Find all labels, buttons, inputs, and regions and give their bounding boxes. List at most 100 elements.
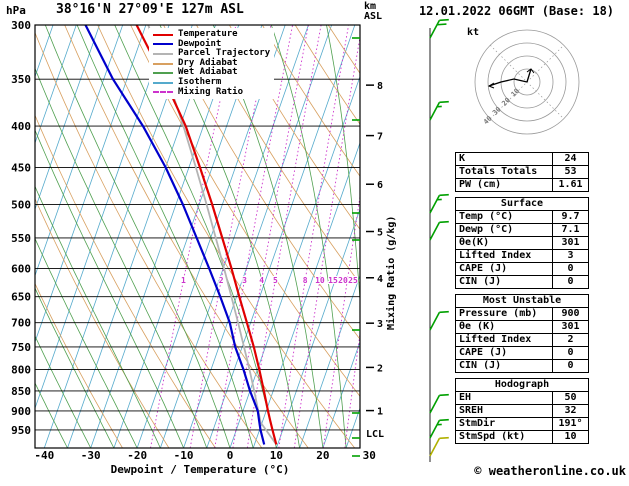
stats-section-title: Surface bbox=[455, 197, 589, 211]
legend-item: Wet Adiabat bbox=[153, 68, 270, 78]
stat-value: 0 bbox=[552, 275, 589, 289]
stat-value: 9.7 bbox=[552, 210, 589, 224]
mixing-ratio-value: 1 bbox=[181, 276, 186, 285]
dry-adiabat-line bbox=[592, 25, 629, 448]
stats-section-title: Most Unstable bbox=[455, 294, 589, 308]
pressure-tick-label: 900 bbox=[11, 405, 31, 418]
dewpoint-curve bbox=[84, 25, 266, 445]
isotherm-line bbox=[229, 75, 360, 448]
pressure-tick-label: 850 bbox=[11, 385, 31, 398]
legend-item: Dry Adiabat bbox=[153, 58, 270, 69]
mixing-ratio-line-swatch bbox=[153, 91, 173, 94]
plot-border bbox=[34, 24, 361, 449]
stat-value: 0 bbox=[552, 346, 589, 360]
hodograph-ring-label: 10 bbox=[510, 87, 522, 99]
dry-adiabat-line bbox=[261, 25, 360, 177]
stats-row: CAPE (J) 0 bbox=[455, 262, 589, 276]
isotherm-line bbox=[35, 25, 170, 410]
storm-motion-arrowhead bbox=[526, 68, 535, 74]
stat-label: CIN (J) bbox=[455, 275, 553, 289]
mixing-ratio-value: 4 bbox=[259, 276, 264, 285]
legend-item-label: Dewpoint bbox=[178, 38, 222, 49]
altitude-axis-km: km bbox=[364, 1, 377, 12]
isotherm-line-swatch bbox=[153, 81, 173, 84]
stat-value: 1.61 bbox=[552, 178, 589, 192]
temp-tick-label: -10 bbox=[174, 449, 194, 462]
stat-label: CIN (J) bbox=[455, 359, 553, 373]
stat-label: Totals Totals bbox=[455, 165, 553, 179]
hodograph-ring bbox=[513, 68, 541, 96]
mixing-ratio-line bbox=[344, 330, 360, 448]
legend-item: Mixing Ratio bbox=[153, 86, 270, 98]
isotherm-line bbox=[299, 274, 360, 448]
isotherm-line bbox=[35, 25, 77, 145]
pressure-tick-label: 650 bbox=[11, 291, 31, 304]
pressure-tick-label: 800 bbox=[11, 364, 31, 377]
hodograph-ring-label: 20 bbox=[500, 96, 512, 108]
pressure-unit-label: hPa bbox=[6, 4, 26, 17]
stats-row: Totals Totals 53 bbox=[455, 165, 589, 179]
storm-motion-arrow bbox=[526, 68, 532, 83]
mixing-ratio-axis-title: Mixing Ratio (g/kg) bbox=[386, 215, 397, 330]
pressure-tick-label: 450 bbox=[11, 161, 31, 174]
stats-row: θe(K) 301 bbox=[455, 236, 589, 250]
mixing-ratio-value: 3 bbox=[242, 276, 247, 285]
stats-row: CAPE (J) 0 bbox=[455, 346, 589, 360]
stat-label: Pressure (mb) bbox=[455, 307, 553, 321]
copyright: © weatheronline.co.uk bbox=[474, 464, 626, 478]
hodograph-trace-arrowhead bbox=[487, 82, 495, 89]
legend-item-label: Mixing Ratio bbox=[178, 86, 244, 97]
stat-value: 50 bbox=[552, 391, 589, 405]
km-tick-label: 6 bbox=[377, 180, 383, 191]
stats-row: Pressure (mb) 900 bbox=[455, 307, 589, 321]
wind-barb-icon bbox=[429, 436, 449, 457]
wind-barb-icon bbox=[429, 310, 449, 331]
temp-tick-label: 30 bbox=[363, 449, 376, 462]
wind-barb-icon bbox=[429, 18, 449, 39]
temp-tick-label: -40 bbox=[34, 449, 54, 462]
stats-row: SREH 32 bbox=[455, 404, 589, 418]
hodograph-ring-label: 30 bbox=[491, 105, 503, 117]
dry-adiabat-line bbox=[229, 25, 360, 230]
stats-row: K 24 bbox=[455, 152, 589, 166]
stats-section-title: Hodograph bbox=[455, 378, 589, 392]
run-date-title: 12.01.2022 06GMT (Base: 18) bbox=[418, 4, 615, 18]
stats-row: Lifted Index 3 bbox=[455, 249, 589, 263]
stat-value: 900 bbox=[552, 307, 589, 321]
hodograph-ring-label: 40 bbox=[482, 115, 494, 127]
legend-item-label: Temperature bbox=[178, 29, 238, 39]
mixing-ratio-value: 25 bbox=[348, 276, 358, 285]
pressure-tick-label: 700 bbox=[11, 317, 31, 330]
stats-table: K 24 Totals Totals 53 PW (cm) 1.61 bbox=[455, 152, 589, 192]
mixing-ratio-line bbox=[278, 25, 350, 448]
mixing-ratio-line bbox=[293, 34, 360, 448]
km-tick-label: 2 bbox=[377, 363, 383, 374]
stat-label: K bbox=[455, 152, 553, 166]
stat-label: StmSpd (kt) bbox=[455, 430, 553, 444]
temp-tick-label: 10 bbox=[270, 449, 283, 462]
mixing-ratio-line bbox=[232, 25, 309, 448]
legend-item-label: Wet Adiabat bbox=[178, 67, 238, 78]
altitude-axis-title: km ASL bbox=[364, 2, 382, 22]
skewt-plot-area bbox=[35, 25, 629, 448]
pressure-tick-label: 350 bbox=[11, 73, 31, 86]
stats-row: EH 50 bbox=[455, 391, 589, 405]
x-axis-title: Dewpoint / Temperature (°C) bbox=[110, 463, 290, 476]
stats-table: Hodograph EH 50 SREH 32 StmDir 191° StmSpd (kt)… bbox=[455, 378, 589, 444]
altitude-axis-asl: ASL bbox=[364, 11, 383, 22]
stat-label: EH bbox=[455, 391, 553, 405]
mixing-ratio-line bbox=[214, 25, 294, 448]
hodograph-ring bbox=[487, 42, 567, 122]
stat-value: 0 bbox=[552, 359, 589, 373]
stat-label: CAPE (J) bbox=[455, 262, 553, 276]
pressure-tick-label: 750 bbox=[11, 341, 31, 354]
stats-row: CIN (J) 0 bbox=[455, 275, 589, 289]
station-title: 38°16'N 27°09'E 127m ASL bbox=[56, 2, 244, 17]
hodograph-trace bbox=[488, 78, 528, 87]
stats-row: Temp (°C) 9.7 bbox=[455, 210, 589, 224]
hodograph-ring bbox=[474, 29, 580, 135]
isotherm-line bbox=[183, 25, 332, 448]
mixing-ratio-line bbox=[189, 25, 272, 448]
